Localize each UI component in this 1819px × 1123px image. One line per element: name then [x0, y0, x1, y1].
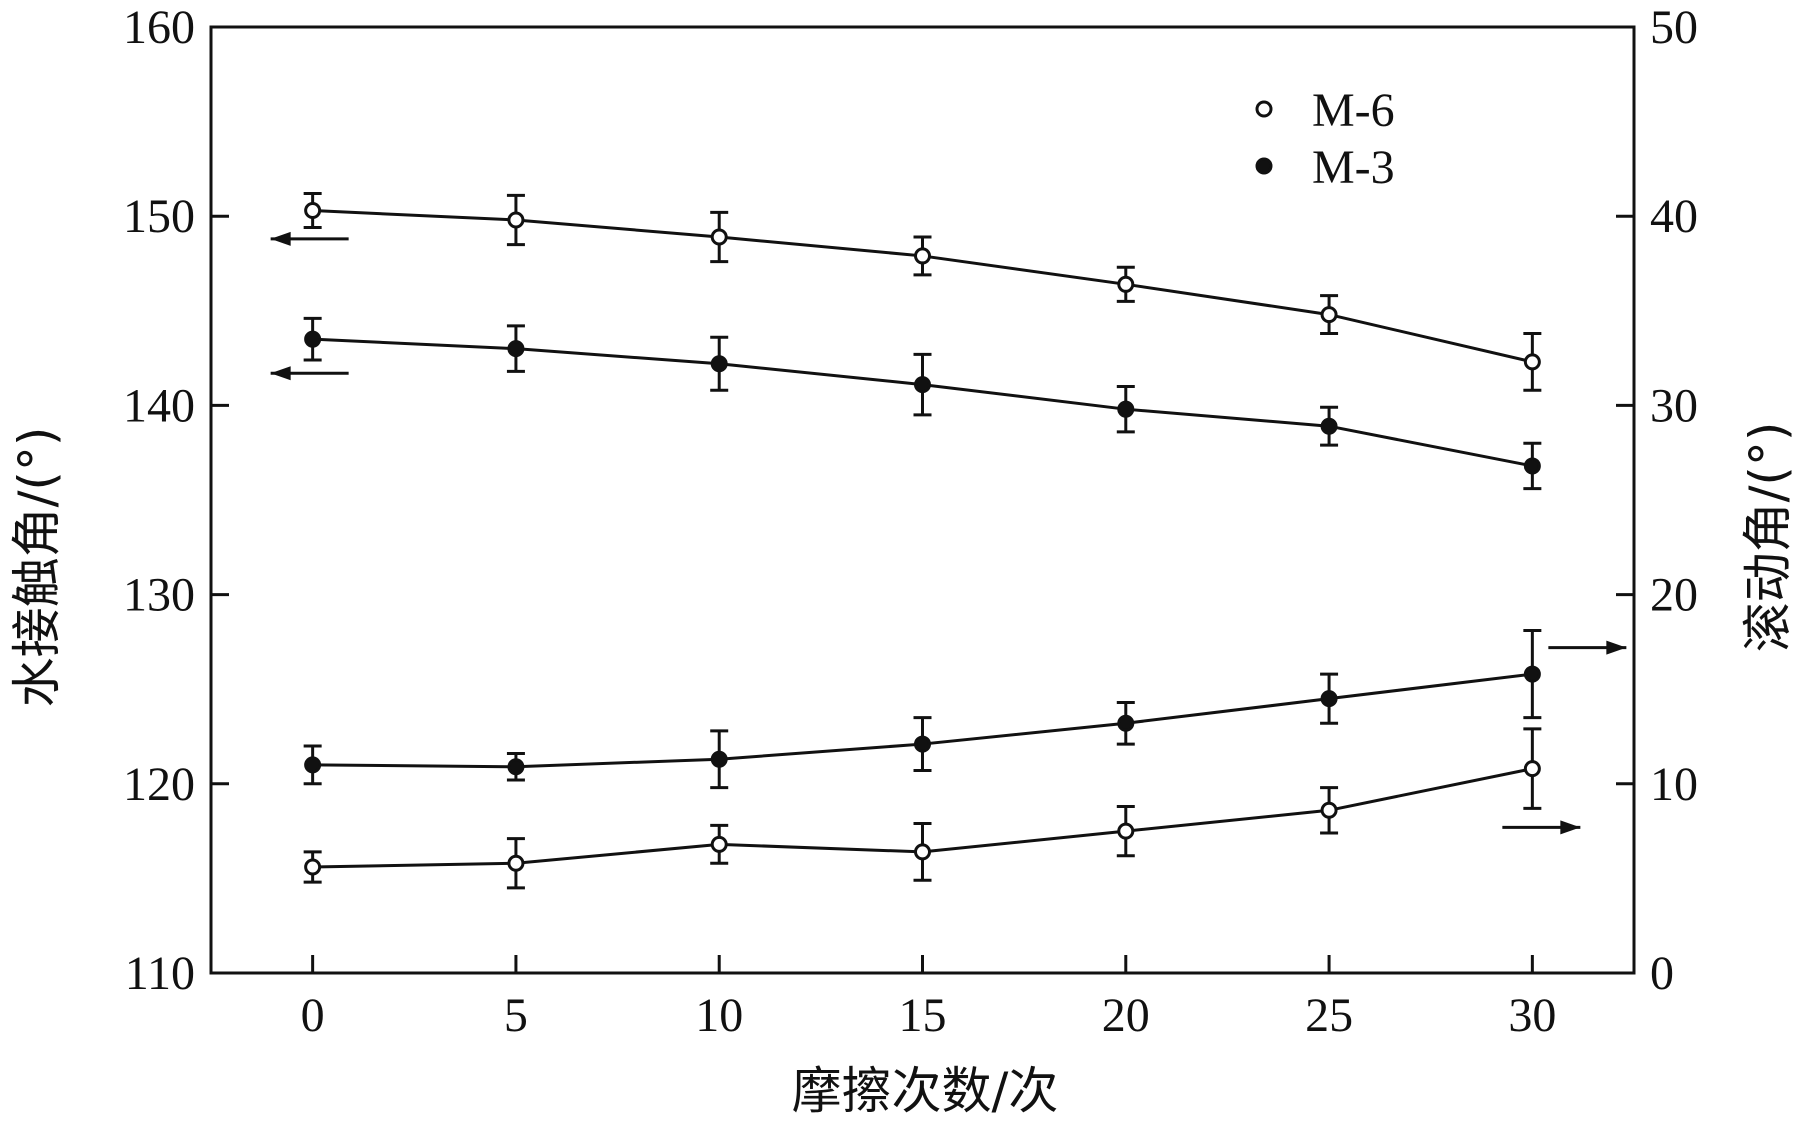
annotation-arrow-left	[270, 231, 349, 246]
arrow-head	[1606, 640, 1627, 655]
data-point	[507, 211, 525, 229]
left-tick-label: 160	[123, 1, 195, 54]
left-tick-label: 130	[123, 569, 195, 622]
data-point	[507, 854, 525, 872]
arrow-head	[1560, 820, 1581, 835]
data-point	[304, 858, 322, 876]
data-point	[1523, 353, 1541, 371]
right-tick-label: 20	[1650, 569, 1698, 622]
data-point	[914, 843, 931, 861]
data-point	[914, 376, 931, 394]
annotation-arrow-left	[270, 366, 349, 381]
data-point	[1320, 690, 1338, 708]
data-point	[710, 835, 728, 853]
series-m6-sliding-angle	[303, 727, 1542, 890]
series-m3-sliding-angle	[303, 629, 1542, 790]
x-tick-label: 0	[301, 989, 325, 1042]
data-point	[1523, 760, 1541, 778]
legend-label-m3: M-3	[1312, 141, 1395, 194]
data-point	[1117, 714, 1135, 732]
annotation-layer	[270, 231, 1627, 835]
series-m3-contact-angle	[303, 316, 1542, 491]
data-point	[1117, 275, 1135, 293]
data-point	[1523, 665, 1541, 683]
right-axis-title: 滚动角/(°)	[1739, 422, 1797, 653]
series-layer	[303, 191, 1542, 890]
right-tick-label: 10	[1650, 758, 1698, 811]
legend: M-6 M-3	[1255, 84, 1395, 194]
left-axis-ticks: 110 120 130 140 150 160	[123, 1, 229, 1000]
data-point	[1117, 822, 1135, 840]
right-axis-ticks: 0 10 20 30 40 50	[1616, 1, 1698, 1000]
data-point	[1523, 457, 1541, 475]
left-axis-title: 水接触角/(°)	[8, 427, 66, 708]
x-tick-label: 15	[899, 989, 947, 1042]
right-tick-label: 0	[1650, 947, 1674, 1000]
arrow-head	[270, 366, 291, 381]
data-point	[304, 202, 322, 220]
x-tick-label: 5	[504, 989, 528, 1042]
left-tick-label: 150	[123, 190, 195, 243]
x-tick-label: 30	[1508, 989, 1556, 1042]
legend-marker-m3	[1255, 157, 1273, 175]
annotation-arrow-right	[1502, 820, 1581, 835]
x-axis-ticks: 0 5 10 15 20 25 30	[301, 955, 1556, 1042]
legend-label-m6: M-6	[1312, 84, 1395, 137]
series-m6-contact-angle	[303, 191, 1542, 392]
right-tick-label: 30	[1650, 379, 1698, 432]
right-tick-label: 40	[1650, 190, 1698, 243]
data-point	[710, 228, 728, 246]
x-tick-label: 20	[1102, 989, 1150, 1042]
data-point	[507, 340, 525, 358]
legend-marker-m6	[1255, 100, 1273, 118]
x-tick-label: 25	[1305, 989, 1353, 1042]
data-point	[1320, 306, 1338, 324]
data-point	[507, 758, 525, 776]
x-axis-title: 摩擦次数/次	[792, 1062, 1059, 1120]
data-point	[304, 330, 322, 348]
right-tick-label: 50	[1650, 1, 1698, 54]
data-point	[914, 247, 931, 265]
data-point	[914, 735, 931, 753]
annotation-arrow-right	[1548, 640, 1627, 655]
left-tick-label: 110	[125, 947, 195, 1000]
data-point	[1320, 417, 1338, 435]
data-point	[304, 756, 322, 774]
arrow-head	[270, 231, 291, 246]
data-point	[710, 355, 728, 373]
data-point	[1320, 801, 1338, 819]
left-tick-label: 120	[123, 758, 195, 811]
x-tick-label: 10	[695, 989, 743, 1042]
data-point	[1117, 400, 1135, 418]
data-point	[710, 750, 728, 768]
left-tick-label: 140	[123, 379, 195, 432]
